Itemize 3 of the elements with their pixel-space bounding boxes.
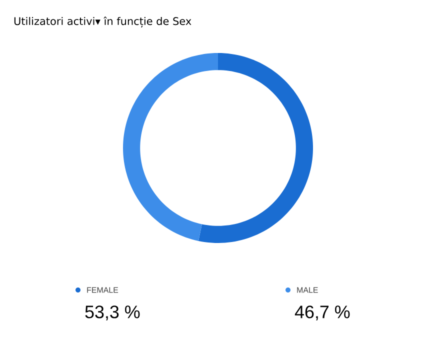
data-label: 53,3 % (85, 306, 140, 320)
chart-title: Utilizatori activi▾ în funcție de Sex (14, 16, 192, 28)
data-label: 46,7 % (294, 306, 350, 320)
